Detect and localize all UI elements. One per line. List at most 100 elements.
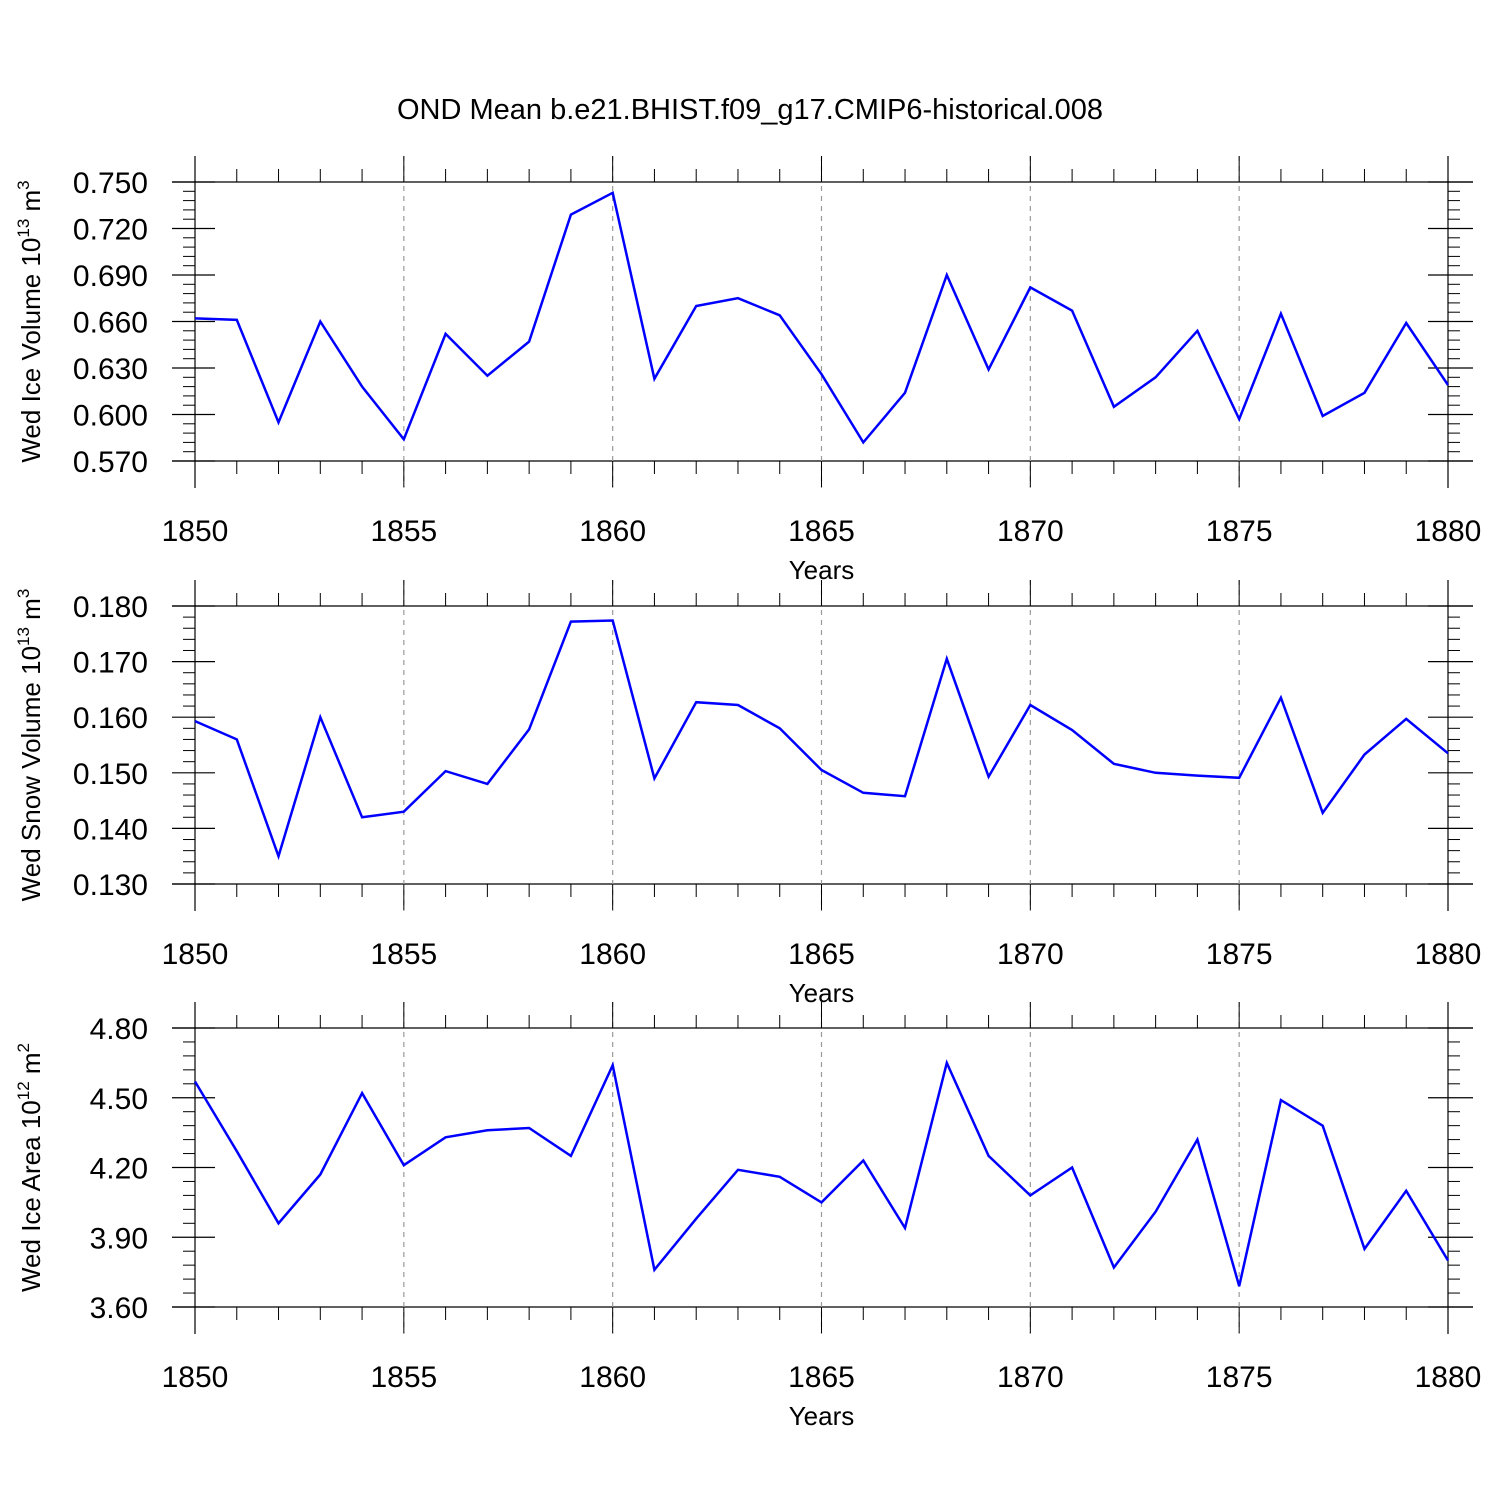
data-point bbox=[193, 316, 197, 320]
data-point bbox=[569, 1154, 573, 1158]
data-point bbox=[277, 854, 281, 858]
data-point bbox=[736, 703, 740, 707]
x-tick-label: 1850 bbox=[162, 515, 229, 548]
x-tick-label: 1875 bbox=[1206, 515, 1273, 548]
data-point bbox=[193, 1079, 197, 1083]
data-point bbox=[778, 313, 782, 317]
data-point bbox=[1362, 1247, 1366, 1251]
data-point bbox=[1321, 811, 1325, 815]
data-point bbox=[1195, 1138, 1199, 1142]
chart-panel-2: 0.130 0.140 0.150 0.160 0.170 0.180 1850 1855 18… bbox=[14, 580, 1481, 1008]
x-tick-label: 1865 bbox=[788, 938, 855, 971]
figure-title: OND Mean b.e21.BHIST.f09_g17.CMIP6-histo… bbox=[397, 94, 1103, 126]
series-line bbox=[194, 190, 1450, 445]
data-point bbox=[987, 368, 991, 372]
data-point bbox=[903, 1226, 907, 1230]
data-point bbox=[1028, 285, 1032, 289]
y-axis-label: Wed Ice Volume 1013 m3 bbox=[14, 180, 46, 462]
y-tick-label: 0.130 bbox=[73, 869, 148, 902]
data-point bbox=[861, 1159, 865, 1163]
data-point bbox=[736, 1168, 740, 1172]
data-point bbox=[1446, 751, 1450, 755]
x-tick-label: 1855 bbox=[370, 1361, 437, 1394]
y-tick-label: 0.600 bbox=[73, 400, 148, 433]
x-tick-label: 1865 bbox=[788, 1361, 855, 1394]
x-tick-label: 1860 bbox=[579, 1361, 646, 1394]
data-point bbox=[235, 318, 239, 322]
data-point bbox=[235, 737, 239, 741]
y-tick-label: 0.150 bbox=[73, 758, 148, 791]
data-point bbox=[318, 320, 322, 324]
data-point bbox=[1112, 1265, 1116, 1269]
data-point bbox=[1321, 1124, 1325, 1128]
y-tick-label: 3.90 bbox=[90, 1222, 148, 1255]
y-tick-label: 3.60 bbox=[90, 1292, 148, 1325]
data-point bbox=[1362, 752, 1366, 756]
data-point bbox=[360, 385, 364, 389]
data-point bbox=[402, 1163, 406, 1167]
series-line bbox=[194, 619, 1449, 861]
data-point bbox=[945, 273, 949, 277]
data-point bbox=[1321, 414, 1325, 418]
x-tick-label: 1880 bbox=[1415, 515, 1482, 548]
data-point bbox=[1028, 703, 1032, 707]
data-point bbox=[360, 1091, 364, 1095]
data-point bbox=[694, 700, 698, 704]
data-point bbox=[611, 618, 615, 622]
x-tick-label: 1865 bbox=[788, 515, 855, 548]
data-point bbox=[1237, 417, 1241, 421]
data-point bbox=[444, 1135, 448, 1139]
data-point bbox=[903, 794, 907, 798]
x-tick-label: 1850 bbox=[162, 938, 229, 971]
data-point bbox=[527, 727, 531, 731]
x-tick-label: 1870 bbox=[997, 515, 1064, 548]
data-point bbox=[277, 420, 281, 424]
chart-panel-1: 0.570 0.600 0.630 0.660 0.690 0.720 0.750 1850 1… bbox=[14, 156, 1481, 585]
data-point bbox=[1070, 309, 1074, 313]
data-point bbox=[569, 620, 573, 624]
x-tick-label: 1880 bbox=[1415, 1361, 1482, 1394]
x-tick-label: 1860 bbox=[579, 515, 646, 548]
y-axis-label: Wed Snow Volume 1013 m3 bbox=[14, 589, 46, 902]
x-tick-label: 1875 bbox=[1206, 938, 1273, 971]
y-tick-label: 0.170 bbox=[73, 647, 148, 680]
y-tick-label: 0.660 bbox=[73, 307, 148, 340]
data-point bbox=[1404, 321, 1408, 325]
data-point bbox=[1154, 771, 1158, 775]
data-point bbox=[1279, 696, 1283, 700]
y-tick-label: 0.720 bbox=[73, 214, 148, 247]
data-point bbox=[1070, 728, 1074, 732]
data-point bbox=[1195, 329, 1199, 333]
chart-panel-3: 3.60 3.90 4.20 4.50 4.80 1850 1855 1860 1865 1870… bbox=[14, 1002, 1481, 1431]
data-point bbox=[1237, 1284, 1241, 1288]
data-point bbox=[611, 1063, 615, 1067]
data-point bbox=[1404, 1189, 1408, 1193]
data-point bbox=[485, 1128, 489, 1132]
data-point bbox=[1446, 1259, 1450, 1263]
data-point bbox=[820, 768, 824, 772]
y-tick-label: 0.630 bbox=[73, 353, 148, 386]
data-point bbox=[694, 1217, 698, 1221]
data-point bbox=[1362, 391, 1366, 395]
data-point bbox=[1195, 774, 1199, 778]
data-point bbox=[1237, 776, 1241, 780]
data-point bbox=[1404, 717, 1408, 721]
y-tick-label: 0.690 bbox=[73, 260, 148, 293]
data-point bbox=[1112, 405, 1116, 409]
x-axis-label: Years bbox=[789, 1401, 855, 1431]
data-point bbox=[611, 191, 615, 195]
x-tick-label: 1875 bbox=[1206, 1361, 1273, 1394]
y-tick-label: 4.50 bbox=[90, 1083, 148, 1116]
y-tick-label: 0.160 bbox=[73, 702, 148, 735]
y-tick-label: 0.180 bbox=[73, 591, 148, 624]
data-point bbox=[945, 657, 949, 661]
data-point bbox=[360, 815, 364, 819]
x-tick-label: 1860 bbox=[579, 938, 646, 971]
data-point bbox=[652, 1268, 656, 1272]
y-tick-label: 0.570 bbox=[73, 446, 148, 479]
y-tick-label: 0.750 bbox=[73, 167, 148, 200]
data-point bbox=[277, 1221, 281, 1225]
data-point bbox=[987, 775, 991, 779]
data-point bbox=[652, 776, 656, 780]
